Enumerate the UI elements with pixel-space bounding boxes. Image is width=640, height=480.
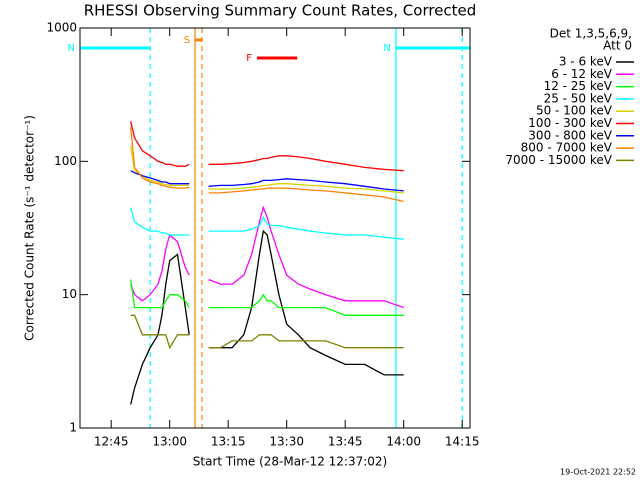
legend-title: Det 1,3,5,6,9, (550, 27, 632, 41)
x-tick-label: 14:00 (386, 435, 421, 449)
chart-title: RHESSI Observing Summary Count Rates, Co… (84, 2, 477, 20)
x-tick-label: 14:15 (445, 435, 480, 449)
series-line (130, 121, 404, 172)
legend-label: 50 - 100 keV (536, 104, 613, 118)
legend-label: 6 - 12 keV (551, 67, 613, 81)
flag-label: N (383, 43, 390, 54)
x-tick-label: 13:00 (152, 435, 187, 449)
series-line (130, 229, 404, 405)
x-axis-label: Start Time (28-Mar-12 12:37:02) (193, 455, 387, 469)
y-tick-label: 100 (54, 154, 77, 168)
legend-label: 7000 - 15000 keV (505, 153, 612, 167)
x-tick-label: 13:15 (211, 435, 246, 449)
flag-label: S (184, 35, 190, 46)
flag-label: N (68, 43, 75, 54)
legend-title: Att 0 (603, 39, 632, 53)
series-line (130, 205, 404, 309)
legend-label: 3 - 6 keV (559, 55, 613, 69)
y-tick-label: 10 (62, 287, 77, 301)
legend-label: 800 - 7000 keV (521, 141, 613, 155)
series-line (130, 279, 404, 316)
y-tick-label: 1 (69, 421, 77, 435)
series-line (130, 314, 404, 350)
legend-label: 100 - 300 keV (528, 116, 612, 130)
x-tick-label: 12:45 (94, 435, 129, 449)
x-tick-label: 13:45 (328, 435, 363, 449)
series-line (130, 127, 404, 203)
series-line (130, 207, 404, 240)
flag-label: F (246, 53, 252, 64)
legend-label: 12 - 25 keV (544, 79, 613, 93)
legend-label: 300 - 800 keV (528, 128, 612, 142)
timestamp: 19-Oct-2021 22:52 (560, 468, 636, 477)
legend-label: 25 - 50 keV (544, 91, 613, 105)
y-tick-label: 1000 (46, 21, 77, 35)
y-axis-label: Corrected Count Rate (s⁻¹ detector⁻¹) (23, 115, 37, 341)
x-tick-label: 13:30 (269, 435, 304, 449)
plot-frame (79, 27, 471, 429)
